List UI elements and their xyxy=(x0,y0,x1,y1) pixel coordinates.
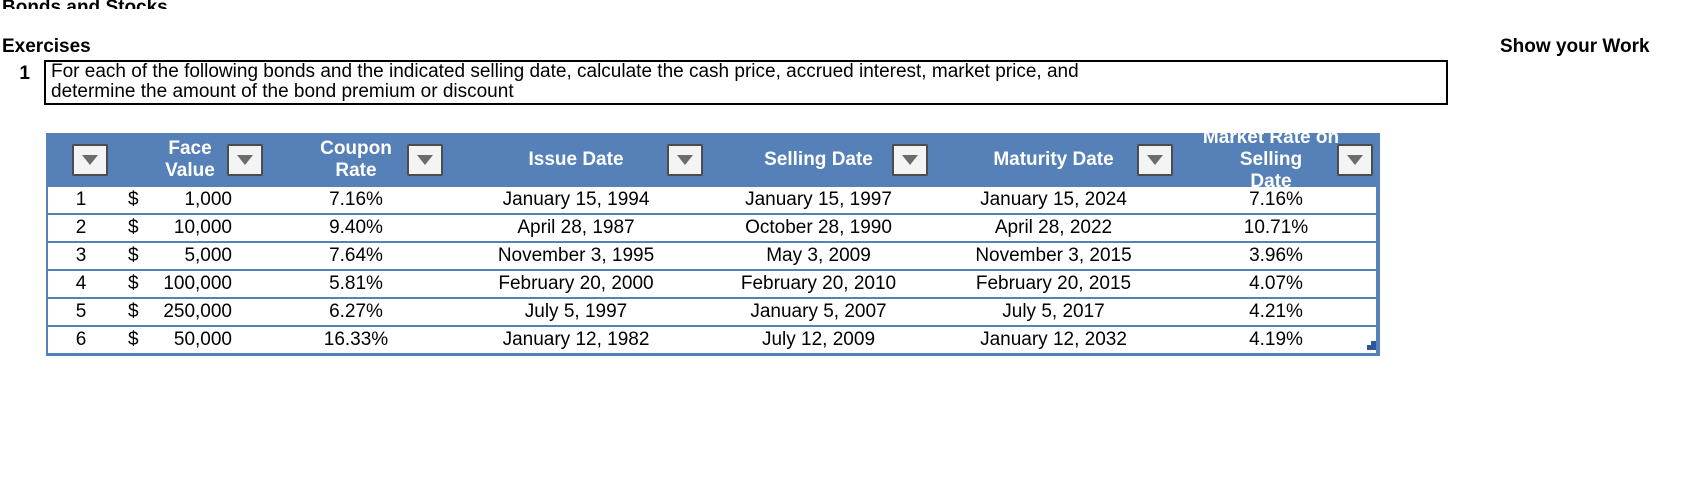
cell-market-rate[interactable]: 3.96% xyxy=(1249,245,1303,266)
cell-row-number[interactable]: 4 xyxy=(75,273,87,294)
face-value: 250,000 xyxy=(163,301,232,322)
cell-face-value[interactable]: $5,000 xyxy=(114,243,266,269)
cell-coupon-rate[interactable]: 7.16% xyxy=(329,189,383,210)
chevron-down-icon xyxy=(417,155,433,165)
table-row: 2 $10,000 9.40% April 28, 1987 October 2… xyxy=(48,213,1376,241)
cell-row-number[interactable]: 3 xyxy=(75,245,87,266)
header-label: Market Rate on Selling Date xyxy=(1202,127,1340,192)
clipped-sheet-title: Bonds and Stocks xyxy=(2,0,168,9)
face-value: 50,000 xyxy=(173,329,232,350)
header-label: Selling Date xyxy=(764,149,873,170)
cell-selling-date[interactable]: October 28, 1990 xyxy=(745,217,892,238)
cell-face-value[interactable]: $250,000 xyxy=(114,299,266,325)
show-your-work-heading: Show your Work xyxy=(1500,36,1650,57)
cell-selling-date[interactable]: February 20, 2010 xyxy=(740,273,897,294)
bonds-table: Face Value Coupon Rate Issue Date Sellin… xyxy=(46,127,1380,356)
chevron-down-icon xyxy=(902,155,918,165)
cell-coupon-rate[interactable]: 6.27% xyxy=(329,301,383,322)
currency-symbol: $ xyxy=(128,189,139,210)
chevron-down-icon xyxy=(1147,155,1163,165)
cell-market-rate[interactable]: 4.21% xyxy=(1249,301,1303,322)
currency-symbol: $ xyxy=(128,245,139,266)
cell-selling-date[interactable]: January 15, 1997 xyxy=(745,189,892,210)
sheet-title-text: Bonds and Stocks xyxy=(2,0,168,9)
header-face-value: Face Value xyxy=(114,135,266,185)
cell-coupon-rate[interactable]: 9.40% xyxy=(329,217,383,238)
cell-maturity-date[interactable]: February 20, 2015 xyxy=(975,273,1132,294)
currency-symbol: $ xyxy=(128,273,139,294)
face-value: 1,000 xyxy=(184,189,232,210)
cell-coupon-rate[interactable]: 7.64% xyxy=(329,245,383,266)
table-row: 6 $50,000 16.33% January 12, 1982 July 1… xyxy=(48,325,1376,353)
cell-issue-date[interactable]: November 3, 1995 xyxy=(497,245,655,266)
exercise-number: 1 xyxy=(19,63,30,84)
currency-symbol: $ xyxy=(128,329,139,350)
cell-maturity-date[interactable]: April 28, 2022 xyxy=(994,217,1113,238)
cell-issue-date[interactable]: April 28, 1987 xyxy=(517,217,635,238)
table-row: 3 $5,000 7.64% November 3, 1995 May 3, 2… xyxy=(48,241,1376,269)
cell-issue-date[interactable]: July 5, 1997 xyxy=(524,301,628,322)
face-value: 10,000 xyxy=(173,217,232,238)
chevron-down-icon xyxy=(677,155,693,165)
cell-selling-date[interactable]: January 5, 2007 xyxy=(750,301,887,322)
cell-selling-date[interactable]: July 12, 2009 xyxy=(761,329,876,350)
table-header-row: Face Value Coupon Rate Issue Date Sellin… xyxy=(48,127,1376,192)
cell-issue-date[interactable]: January 15, 1994 xyxy=(502,189,650,210)
header-label: Coupon Rate xyxy=(320,138,392,181)
cell-row-number[interactable]: 1 xyxy=(75,189,87,210)
chevron-down-icon xyxy=(237,155,253,165)
cell-face-value[interactable]: $50,000 xyxy=(114,327,266,353)
filter-dropdown-button[interactable] xyxy=(1337,144,1373,176)
face-value: 5,000 xyxy=(184,245,232,266)
filter-dropdown-button[interactable] xyxy=(72,144,108,176)
filter-dropdown-button[interactable] xyxy=(227,144,263,176)
filter-dropdown-button[interactable] xyxy=(407,144,443,176)
table-row: 5 $250,000 6.27% July 5, 1997 January 5,… xyxy=(48,297,1376,325)
table-row: 1 $1,000 7.16% January 15, 1994 January … xyxy=(48,185,1376,213)
cell-coupon-rate[interactable]: 16.33% xyxy=(323,329,389,350)
exercises-heading: Exercises xyxy=(2,36,91,57)
filter-dropdown-button[interactable] xyxy=(667,144,703,176)
cell-maturity-date[interactable]: January 12, 2032 xyxy=(980,329,1127,350)
cell-market-rate[interactable]: 4.07% xyxy=(1249,273,1303,294)
header-selling-date: Selling Date xyxy=(706,135,931,185)
cell-maturity-date[interactable]: January 15, 2024 xyxy=(980,189,1127,210)
filter-dropdown-button[interactable] xyxy=(892,144,928,176)
cell-coupon-rate[interactable]: 5.81% xyxy=(329,273,383,294)
cell-issue-date[interactable]: January 12, 1982 xyxy=(502,329,650,350)
cell-maturity-date[interactable]: July 5, 2017 xyxy=(1002,301,1105,322)
cell-row-number[interactable]: 6 xyxy=(75,329,87,350)
cell-row-number[interactable]: 2 xyxy=(75,217,87,238)
header-coupon-rate: Coupon Rate xyxy=(266,135,446,185)
face-value: 100,000 xyxy=(163,273,232,294)
header-maturity-date: Maturity Date xyxy=(931,135,1176,185)
cell-face-value[interactable]: $100,000 xyxy=(114,271,266,297)
cell-face-value[interactable]: $10,000 xyxy=(114,215,266,241)
currency-symbol: $ xyxy=(128,217,139,238)
cell-maturity-date[interactable]: November 3, 2015 xyxy=(975,245,1132,266)
cell-face-value[interactable]: $1,000 xyxy=(114,187,266,213)
cell-market-rate[interactable]: 7.16% xyxy=(1249,189,1303,210)
chevron-down-icon xyxy=(82,155,98,165)
header-label: Issue Date xyxy=(528,149,624,170)
chevron-down-icon xyxy=(1347,155,1363,165)
table-resize-handle[interactable] xyxy=(1367,341,1376,350)
cell-row-number[interactable]: 5 xyxy=(75,301,87,322)
table-row: 4 $100,000 5.81% February 20, 2000 Febru… xyxy=(48,269,1376,297)
header-issue-date: Issue Date xyxy=(446,135,706,185)
header-label: Maturity Date xyxy=(993,149,1114,170)
currency-symbol: $ xyxy=(128,301,139,322)
cell-selling-date[interactable]: May 3, 2009 xyxy=(766,245,871,266)
cell-market-rate[interactable]: 4.19% xyxy=(1249,329,1303,350)
cell-market-rate[interactable]: 10.71% xyxy=(1243,217,1309,238)
filter-dropdown-button[interactable] xyxy=(1137,144,1173,176)
cell-issue-date[interactable]: February 20, 2000 xyxy=(498,273,654,294)
header-label: Face Value xyxy=(165,138,215,181)
header-row-number xyxy=(48,135,114,185)
instruction-cell[interactable]: For each of the following bonds and the … xyxy=(44,60,1448,105)
header-market-rate: Market Rate on Selling Date xyxy=(1176,127,1376,192)
